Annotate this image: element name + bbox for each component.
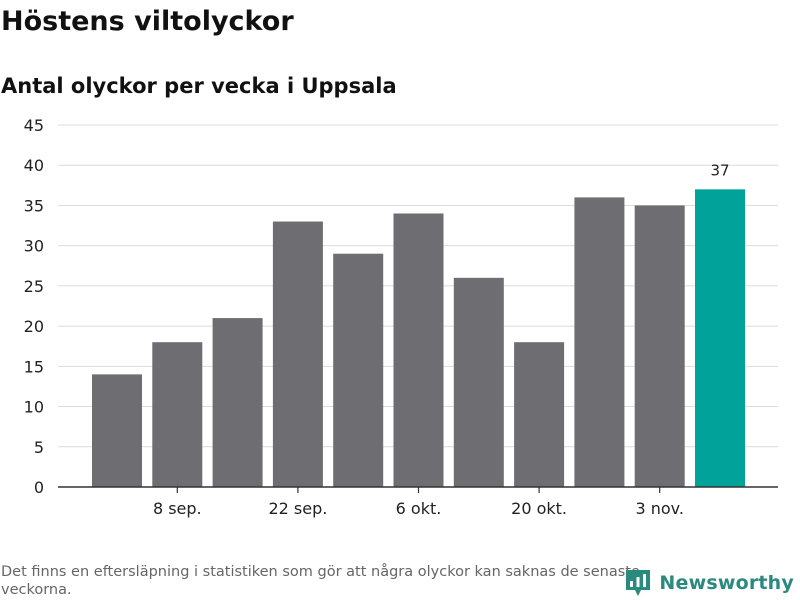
y-tick-label: 40: [24, 156, 44, 175]
chart-title: Höstens viltolyckor: [1, 6, 294, 37]
bar: [453, 277, 504, 487]
bar: [634, 205, 685, 487]
y-tick-label: 10: [24, 398, 44, 417]
chart-subtitle: Antal olyckor per vecka i Uppsala: [1, 74, 397, 98]
x-tick-label: 22 sep.: [268, 499, 327, 518]
bar: [92, 374, 142, 487]
y-tick-label: 15: [24, 357, 44, 376]
y-tick-label: 0: [34, 478, 44, 497]
y-tick-label: 5: [34, 438, 44, 457]
y-tick-label: 35: [24, 196, 44, 215]
bar: [514, 342, 565, 487]
bar: [695, 189, 745, 487]
bar: [574, 197, 625, 487]
x-tick-label: 8 sep.: [153, 499, 202, 518]
y-tick-label: 20: [24, 317, 44, 336]
y-tick-label: 30: [24, 237, 44, 256]
bar: [393, 213, 444, 487]
x-tick-label: 20 okt.: [511, 499, 567, 518]
x-tick-label: 6 okt.: [396, 499, 442, 518]
brand-name: Newsworthy: [659, 572, 794, 594]
y-tick-label: 25: [24, 277, 44, 296]
newsworthy-logo-icon: [626, 570, 651, 596]
footnote: Det finns en eftersläpning i statistiken…: [1, 564, 640, 598]
brand-logo[interactable]: Newsworthy: [625, 568, 794, 598]
bar: [272, 221, 323, 487]
x-tick-label: 3 nov.: [635, 499, 684, 518]
bar: [333, 253, 384, 487]
bar: [152, 342, 203, 487]
bar-chart: 0 5 10 15 20 25 30 35 40 45 37 8 sep. 22 sep. 6 okt. 2…: [24, 116, 778, 518]
data-label: 37: [710, 161, 729, 179]
bar: [212, 318, 263, 487]
y-tick-label: 45: [24, 116, 44, 135]
